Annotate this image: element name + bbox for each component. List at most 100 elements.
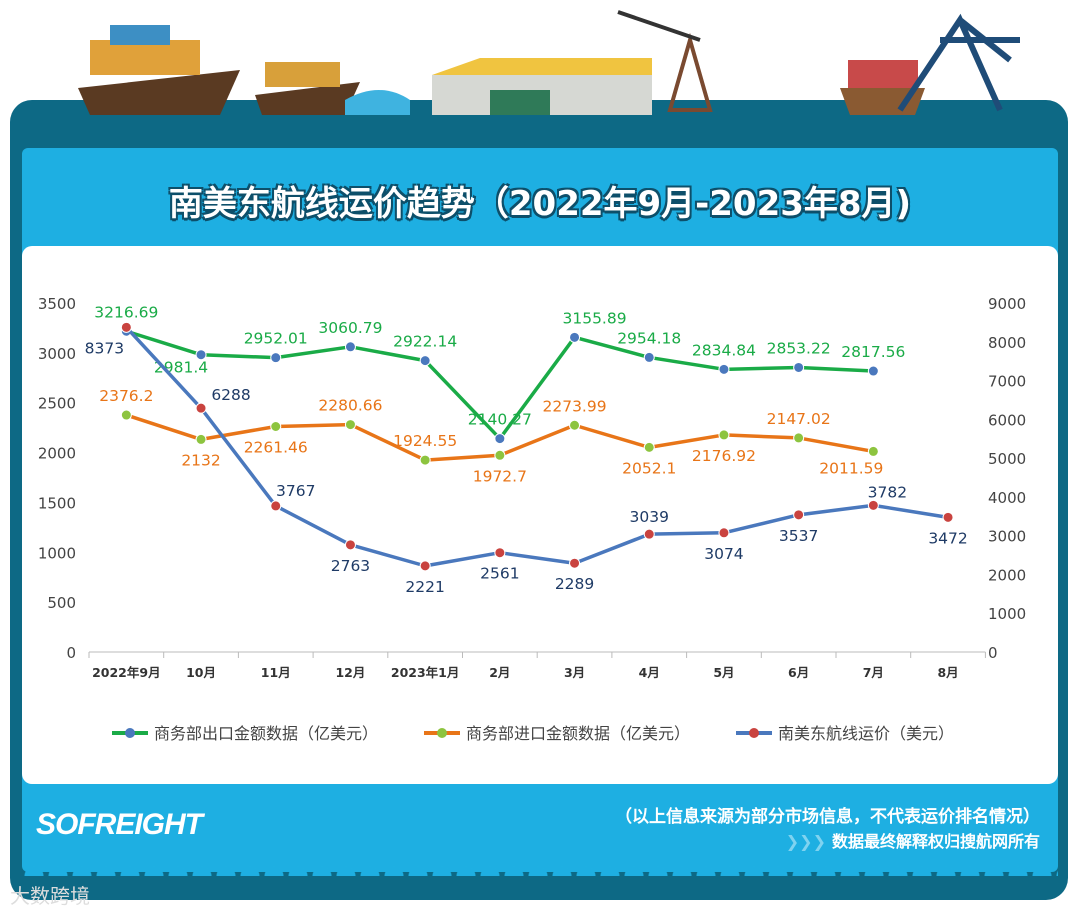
x-tick-label: 2月 <box>489 665 510 680</box>
data-point <box>419 560 431 572</box>
y-right-tick-label: 8000 <box>988 334 1026 352</box>
scalloped-border <box>22 866 1058 876</box>
data-label: 2176.92 <box>692 447 756 465</box>
data-label: 2011.59 <box>819 459 883 477</box>
data-label: 8373 <box>85 339 124 357</box>
data-point <box>793 432 805 444</box>
y-left-tick-label: 1500 <box>38 494 76 512</box>
data-label: 1924.55 <box>393 432 457 450</box>
y-right-tick-label: 0 <box>988 644 998 662</box>
data-point <box>867 445 879 457</box>
x-tick-label: 11月 <box>261 665 291 680</box>
source-note: （以上信息来源为部分市场信息，不代表运价排名情况） <box>615 807 1040 827</box>
data-label: 2140.27 <box>468 411 532 429</box>
data-point <box>195 349 207 361</box>
data-label: 3472 <box>928 529 967 547</box>
data-point <box>494 547 506 559</box>
data-point <box>419 355 431 367</box>
data-label: 3216.69 <box>94 303 158 321</box>
data-point <box>793 509 805 521</box>
data-label: 2052.1 <box>622 459 676 477</box>
legend-label: 南美东航线运价（美元） <box>778 724 954 743</box>
sofreight-logo: SOFREIGHT <box>36 808 203 841</box>
x-tick-label: 2023年1月 <box>391 665 460 680</box>
data-point <box>195 402 207 414</box>
data-label: 2834.84 <box>692 341 756 359</box>
data-label: 2221 <box>405 578 444 596</box>
data-point <box>270 421 282 433</box>
data-label: 3537 <box>779 527 818 545</box>
y-left-tick-label: 2500 <box>38 395 76 413</box>
data-label: 2132 <box>181 451 220 469</box>
data-point <box>643 528 655 540</box>
y-right-tick-label: 5000 <box>988 450 1026 468</box>
data-label: 6288 <box>211 386 250 404</box>
watermark: 大数跨境 <box>10 884 90 908</box>
legend-label: 商务部出口金额数据（亿美元） <box>154 724 378 743</box>
data-label: 2376.2 <box>99 387 153 405</box>
data-label: 2853.22 <box>767 339 831 357</box>
data-label: 3155.89 <box>562 309 626 327</box>
data-point <box>419 454 431 466</box>
data-label: 2273.99 <box>542 397 606 415</box>
data-label: 2922.14 <box>393 333 457 351</box>
data-point <box>718 429 730 441</box>
y-left-tick-label: 2000 <box>38 445 76 463</box>
data-label: 3074 <box>704 545 743 563</box>
data-point <box>569 419 581 431</box>
data-point <box>344 539 356 551</box>
y-left-tick-label: 500 <box>47 594 76 612</box>
data-label: 3039 <box>630 508 669 526</box>
ships-illustration <box>78 10 1020 115</box>
data-label: 2952.01 <box>244 330 308 348</box>
legend-label: 商务部进口金额数据（亿美元） <box>466 724 690 743</box>
data-point <box>643 351 655 363</box>
data-label: 3782 <box>868 483 907 501</box>
data-label: 2763 <box>331 557 370 575</box>
data-point <box>195 433 207 445</box>
y-right-tick-label: 3000 <box>988 528 1026 546</box>
data-label: 2261.46 <box>244 439 308 457</box>
y-left-tick-label: 3500 <box>38 295 76 313</box>
data-point <box>942 511 954 523</box>
y-right-tick-label: 2000 <box>988 566 1026 584</box>
data-label: 2147.02 <box>767 410 831 428</box>
data-point <box>494 433 506 445</box>
y-right-tick-label: 9000 <box>988 295 1026 313</box>
x-tick-label: 10月 <box>186 665 216 680</box>
data-label: 3767 <box>276 482 315 500</box>
x-tick-label: 4月 <box>639 665 660 680</box>
legend-marker-icon <box>437 728 447 738</box>
legend-marker-icon <box>749 728 759 738</box>
x-tick-label: 7月 <box>863 665 884 680</box>
series-line <box>125 326 949 568</box>
legend-marker-icon <box>125 728 135 738</box>
y-right-tick-label: 1000 <box>988 605 1026 623</box>
x-tick-label: 3月 <box>564 665 585 680</box>
chart-panel <box>22 246 1058 784</box>
data-label: 1972.7 <box>473 467 527 485</box>
chart-title: 南美东航线运价趋势（2022年9月-2023年8月) <box>168 184 912 224</box>
y-right-tick-label: 7000 <box>988 373 1026 391</box>
x-tick-label: 6月 <box>788 665 809 680</box>
data-label: 3060.79 <box>318 319 382 337</box>
x-tick-label: 8月 <box>937 665 958 680</box>
data-point <box>569 557 581 569</box>
y-left-tick-label: 0 <box>66 644 76 662</box>
data-point <box>494 449 506 461</box>
data-label: 2289 <box>555 575 594 593</box>
data-point <box>793 361 805 373</box>
data-point <box>718 363 730 375</box>
y-right-tick-label: 6000 <box>988 411 1026 429</box>
x-tick-label: 12月 <box>335 665 365 680</box>
data-point <box>867 499 879 511</box>
chevrons-icon: ❯❯❯ <box>785 832 826 851</box>
x-tick-label: 5月 <box>713 665 734 680</box>
y-left-tick-label: 3000 <box>38 345 76 363</box>
data-point <box>867 365 879 377</box>
data-point <box>270 500 282 512</box>
data-point <box>344 419 356 431</box>
rights-text: 数据最终解释权归搜航网所有 <box>831 832 1040 851</box>
data-point <box>569 331 581 343</box>
